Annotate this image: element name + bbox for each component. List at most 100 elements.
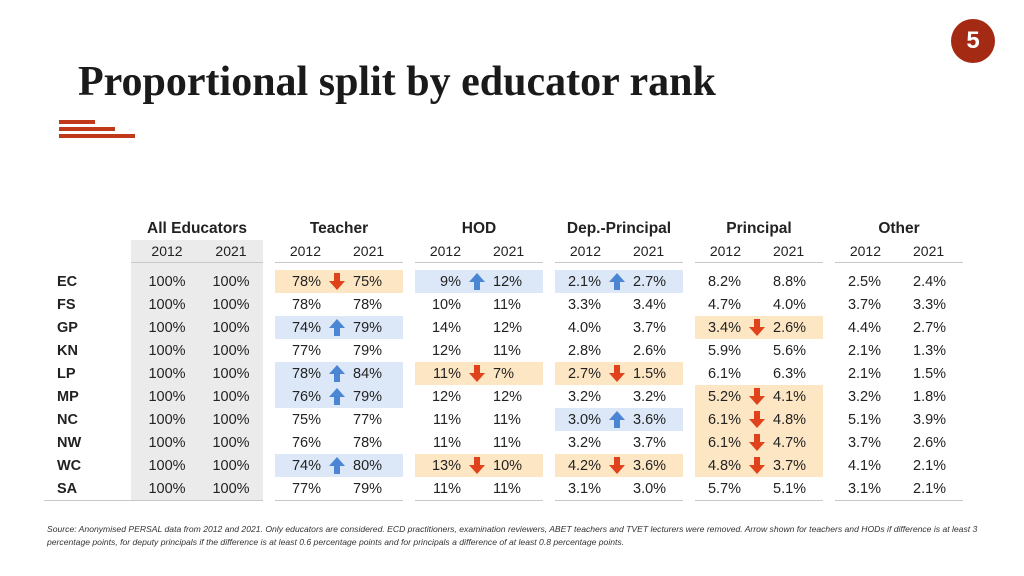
change-indicator	[605, 408, 629, 431]
year-header: 2021	[199, 240, 263, 263]
change-indicator	[465, 339, 489, 362]
down-arrow-icon	[469, 457, 485, 474]
change-indicator	[325, 385, 349, 408]
value-2012-other: 3.2%	[847, 388, 881, 405]
group-header-all-educators: All Educators	[147, 219, 247, 237]
value-2012-all-educators: 100%	[131, 316, 199, 339]
value-2021-teacher: 84%	[349, 362, 403, 385]
down-arrow-icon	[749, 457, 765, 474]
value-2012-hod: 9%	[415, 270, 465, 293]
value-2021-deputy-principal: 2.6%	[633, 342, 667, 359]
value-2012-teacher: 76%	[275, 385, 325, 408]
down-arrow-icon	[609, 457, 625, 474]
value-2021-all-educators: 100%	[199, 431, 263, 454]
value-2012-teacher: 78%	[291, 296, 321, 313]
value-2012-hod: 13%	[415, 454, 465, 477]
value-2021-teacher: 79%	[349, 316, 403, 339]
change-indicator	[465, 316, 489, 339]
value-2012-principal: 4.8%	[695, 454, 745, 477]
value-2021-all-educators: 100%	[199, 477, 263, 501]
change-indicator	[885, 385, 909, 408]
change-indicator	[745, 362, 769, 385]
value-2021-other: 1.5%	[913, 365, 947, 382]
value-2012-teacher: 76%	[291, 434, 321, 451]
value-2012-all-educators: 100%	[131, 408, 199, 431]
up-arrow-icon	[329, 319, 345, 336]
value-2012-all-educators: 100%	[131, 293, 199, 316]
down-arrow-icon	[329, 273, 345, 290]
value-2021-teacher: 79%	[349, 477, 403, 501]
value-2021-teacher: 79%	[353, 342, 383, 359]
province-label: NW	[57, 434, 82, 451]
year-header: 2021	[489, 240, 543, 263]
table-row: WC 100% 100% 74% 80% 13% 10% 4.2% 3.6% 4.8% 3.7% 4.…	[44, 454, 963, 477]
table-row: NC 100% 100% 75% 77% 11% 11% 3.0% 3.6% 6.1% 4.8% 5.…	[44, 408, 963, 431]
group-header-principal: Principal	[726, 219, 792, 237]
value-2021-deputy-principal: 3.0%	[629, 477, 683, 501]
change-indicator	[325, 293, 349, 316]
value-2012-teacher: 75%	[291, 411, 321, 428]
value-2021-all-educators: 100%	[199, 385, 263, 408]
change-indicator	[605, 431, 629, 454]
value-2021-all-educators: 100%	[199, 362, 263, 385]
value-2012-deputy-principal: 2.1%	[555, 270, 605, 293]
change-indicator	[605, 477, 629, 501]
value-2012-deputy-principal: 3.2%	[567, 388, 601, 405]
province-label: EC	[57, 273, 78, 290]
change-indicator	[605, 316, 629, 339]
up-arrow-icon	[609, 273, 625, 290]
group-header-teacher: Teacher	[309, 219, 369, 237]
up-arrow-icon	[609, 411, 625, 428]
rank-split-table: All Educators Teacher HOD Dep.-Principal…	[44, 217, 963, 501]
change-indicator	[325, 339, 349, 362]
value-2012-principal: 8.2%	[707, 273, 741, 290]
value-2021-principal: 4.8%	[769, 408, 823, 431]
change-indicator	[325, 454, 349, 477]
value-2021-other: 2.1%	[913, 457, 947, 474]
value-2012-all-educators: 100%	[131, 477, 199, 501]
value-2012-deputy-principal: 4.0%	[567, 319, 601, 336]
value-2012-teacher: 78%	[275, 362, 325, 385]
change-indicator	[745, 477, 769, 501]
value-2012-hod: 10%	[431, 296, 461, 313]
change-indicator	[885, 293, 909, 316]
change-indicator	[605, 454, 629, 477]
value-2012-other: 3.7%	[847, 434, 881, 451]
value-2012-other: 4.1%	[847, 457, 881, 474]
value-2012-hod: 14%	[431, 319, 461, 336]
change-indicator	[745, 339, 769, 362]
value-2012-all-educators: 100%	[131, 385, 199, 408]
change-indicator	[465, 408, 489, 431]
value-2012-other: 3.7%	[847, 296, 881, 313]
change-indicator	[745, 431, 769, 454]
value-2012-all-educators: 100%	[131, 362, 199, 385]
change-indicator	[465, 385, 489, 408]
value-2021-principal: 5.1%	[769, 477, 823, 501]
province-label: NC	[57, 411, 78, 428]
value-2012-principal: 6.1%	[695, 408, 745, 431]
value-2021-hod: 11%	[493, 434, 521, 451]
table-row: MP 100% 100% 76% 79% 12% 12% 3.2% 3.2% 5.2% 4.1% 3.…	[44, 385, 963, 408]
title-underline-decoration	[59, 120, 135, 141]
change-indicator	[325, 270, 349, 293]
value-2012-other: 2.1%	[847, 342, 881, 359]
change-indicator	[885, 316, 909, 339]
year-header: 2012	[131, 240, 199, 263]
value-2012-teacher: 74%	[275, 316, 325, 339]
change-indicator	[885, 408, 909, 431]
value-2021-deputy-principal: 3.2%	[633, 388, 667, 405]
value-2012-principal: 5.7%	[695, 477, 745, 501]
value-2021-other: 2.1%	[909, 477, 963, 501]
value-2021-principal: 6.3%	[773, 365, 807, 382]
province-label: LP	[57, 365, 76, 382]
value-2012-all-educators: 100%	[131, 431, 199, 454]
change-indicator	[465, 454, 489, 477]
year-header: 2021	[769, 240, 823, 263]
value-2021-hod: 12%	[489, 270, 543, 293]
value-2021-all-educators: 100%	[199, 408, 263, 431]
change-indicator	[885, 270, 909, 293]
value-2012-all-educators: 100%	[131, 270, 199, 293]
value-2012-principal: 6.1%	[707, 365, 741, 382]
change-indicator	[605, 362, 629, 385]
value-2021-all-educators: 100%	[199, 270, 263, 293]
